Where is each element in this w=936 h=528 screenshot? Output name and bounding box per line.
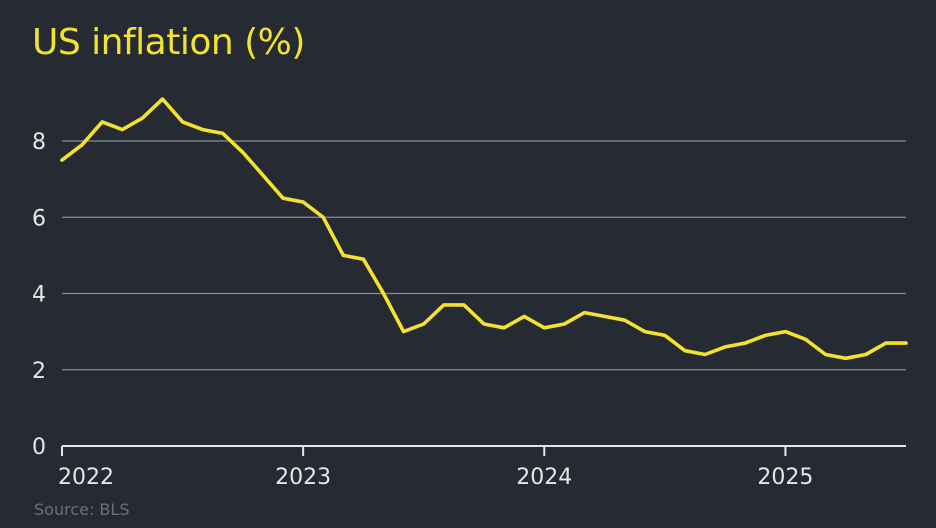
y-tick-label: 0 xyxy=(32,435,46,460)
y-axis-labels: 0 2 4 6 8 xyxy=(32,130,46,460)
x-tick-label: 2023 xyxy=(275,465,331,490)
source-note: Source: BLS xyxy=(34,500,130,519)
x-axis-labels: 2022 2023 2024 2025 xyxy=(58,465,813,490)
x-tick-label: 2024 xyxy=(516,465,572,490)
y-tick-label: 6 xyxy=(32,206,46,231)
x-tick-label: 2025 xyxy=(757,465,813,490)
chart-title: US inflation (%) xyxy=(32,22,305,63)
y-tick-label: 8 xyxy=(32,130,46,155)
y-tick-label: 2 xyxy=(32,359,46,384)
gridlines xyxy=(62,140,906,371)
series-line-0 xyxy=(60,97,908,361)
y-tick-label: 4 xyxy=(32,283,46,308)
x-tick-label: 2022 xyxy=(58,465,114,490)
series-layer xyxy=(60,97,908,361)
x-axis xyxy=(61,445,906,456)
